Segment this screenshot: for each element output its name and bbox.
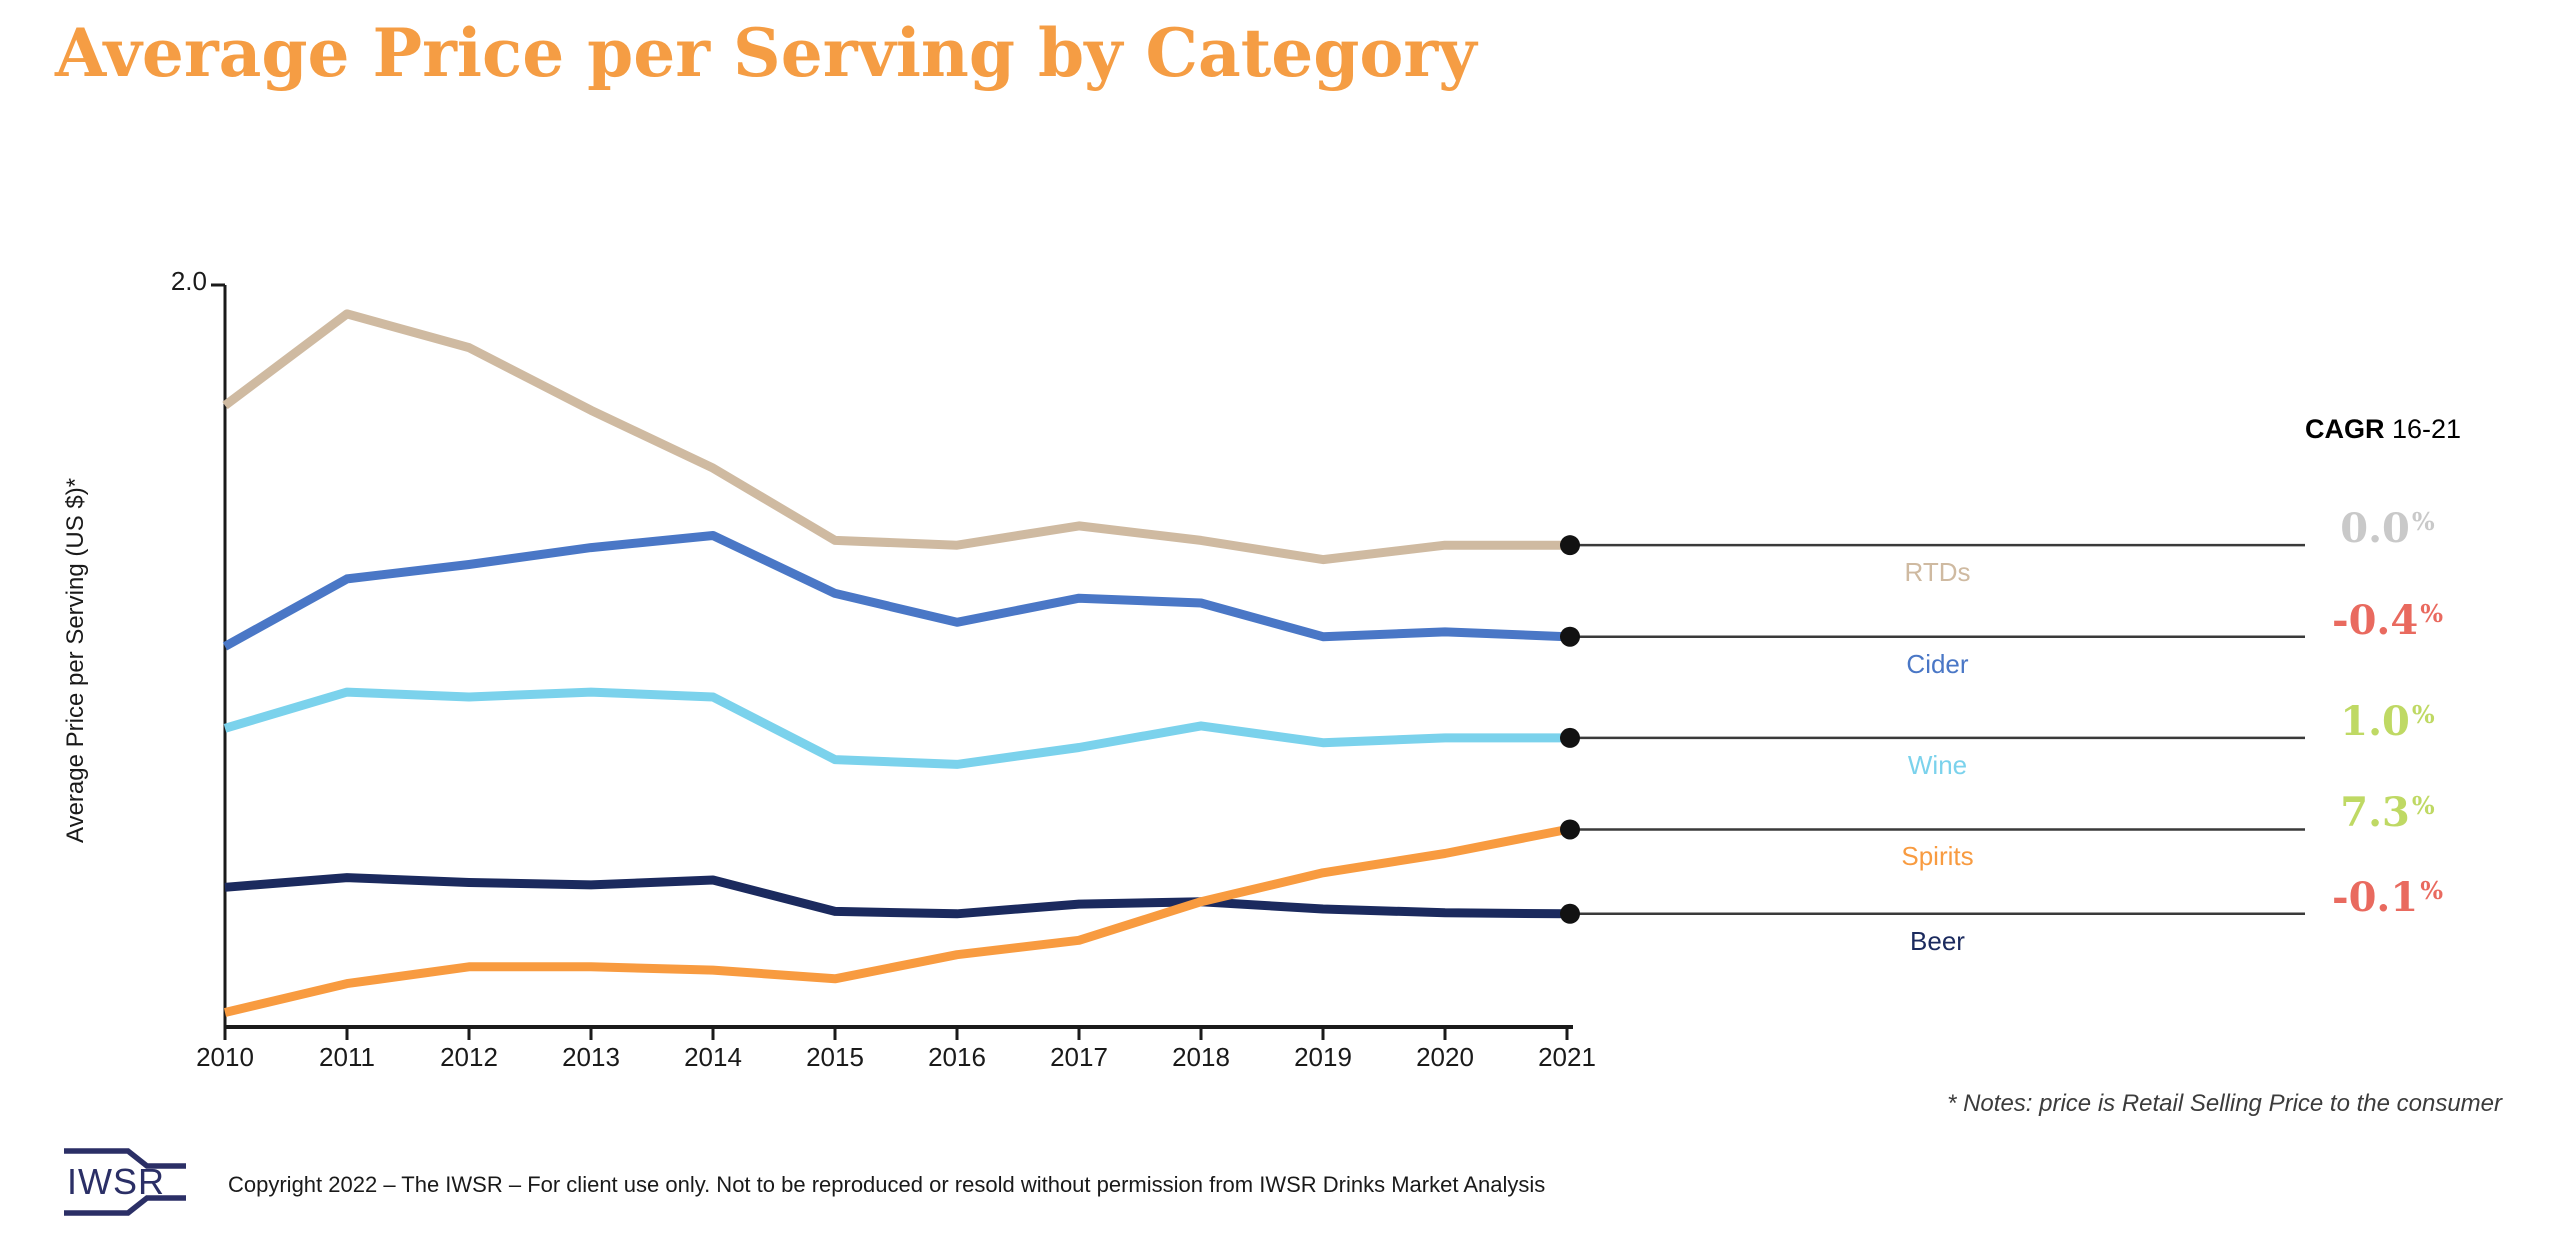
x-axis-year-label: 2015 xyxy=(806,1042,864,1072)
y-axis-tick-label: 2.0 xyxy=(170,266,207,296)
cagr-value-number: 0.0 xyxy=(2340,505,2410,553)
x-axis-year-label: 2011 xyxy=(319,1042,375,1072)
x-axis-year-label: 2018 xyxy=(1172,1042,1230,1072)
series-label-wine: Wine xyxy=(1907,749,1968,780)
iwsr-logo: IWSR xyxy=(64,1148,186,1216)
series-label-beer: Beer xyxy=(1910,925,1965,956)
series-label-rtds: RTDs xyxy=(1904,557,1971,588)
series-line-rtds xyxy=(222,309,1567,565)
leader-dot-beer xyxy=(1560,903,1580,924)
x-axis-year-label: 2017 xyxy=(1050,1042,1108,1072)
series-line-spirits xyxy=(223,825,1568,1017)
cagr-value-number: -0.1 xyxy=(2331,873,2419,921)
x-axis-year-label: 2016 xyxy=(928,1042,986,1072)
series-label-spirits: Spirits xyxy=(1901,841,1974,872)
cagr-value-beer: -0.1% xyxy=(2280,874,2495,921)
cagr-header-range: 16-21 xyxy=(2384,414,2462,444)
footnote: * Notes: price is Retail Selling Price t… xyxy=(1947,1090,2502,1117)
x-axis-year-label: 2014 xyxy=(684,1042,742,1072)
cagr-value-spirits: 7.3% xyxy=(2280,789,2495,836)
logo-bottle-bottom-line xyxy=(64,1195,186,1216)
cagr-header-bold: CAGR xyxy=(2305,414,2385,444)
cagr-percent-sign: % xyxy=(2420,875,2443,905)
x-axis-year-label: 2012 xyxy=(440,1042,498,1072)
leader-dot-spirits xyxy=(1560,819,1580,840)
cagr-percent-sign: % xyxy=(2411,699,2435,729)
cagr-percent-sign: % xyxy=(2411,791,2435,821)
page-title: Average Price per Serving by Category xyxy=(55,14,1477,92)
cagr-value-rtds: 0.0% xyxy=(2280,505,2495,552)
x-axis-year-label: 2020 xyxy=(1416,1042,1474,1072)
logo-text: IWSR xyxy=(67,1161,165,1202)
series-line-cider xyxy=(222,531,1568,651)
series-line-beer xyxy=(224,873,1568,919)
leader-dot-rtds xyxy=(1560,535,1580,556)
x-axis-year-label: 2013 xyxy=(562,1042,620,1072)
cagr-value-number: 1.0 xyxy=(2340,697,2410,745)
x-axis-year-label: 2019 xyxy=(1294,1042,1352,1072)
series-label-cider: Cider xyxy=(1906,648,1969,679)
cagr-value-number: 7.3 xyxy=(2340,789,2410,837)
y-axis-title: Average Price per Serving (US $)* xyxy=(62,477,89,843)
copyright-text: Copyright 2022 – The IWSR – For client u… xyxy=(228,1172,1546,1197)
leader-dot-wine xyxy=(1560,727,1580,748)
x-axis-year-label: 2010 xyxy=(196,1042,254,1072)
logo-bottle-top-line xyxy=(64,1148,186,1169)
x-axis-year-label: 2021 xyxy=(1538,1042,1596,1072)
cagr-percent-sign: % xyxy=(2420,598,2443,628)
series-line-wine xyxy=(223,687,1567,769)
leader-dot-cider xyxy=(1560,626,1580,647)
footer: IWSR Copyright 2022 – The IWSR – For cli… xyxy=(58,1142,1545,1222)
cagr-value-number: -0.4 xyxy=(2331,596,2419,644)
cagr-column-header: CAGR 16-21 xyxy=(2305,414,2461,445)
cagr-value-cider: -0.4% xyxy=(2280,597,2495,644)
cagr-percent-sign: % xyxy=(2411,507,2435,537)
cagr-value-wine: 1.0% xyxy=(2280,698,2495,745)
